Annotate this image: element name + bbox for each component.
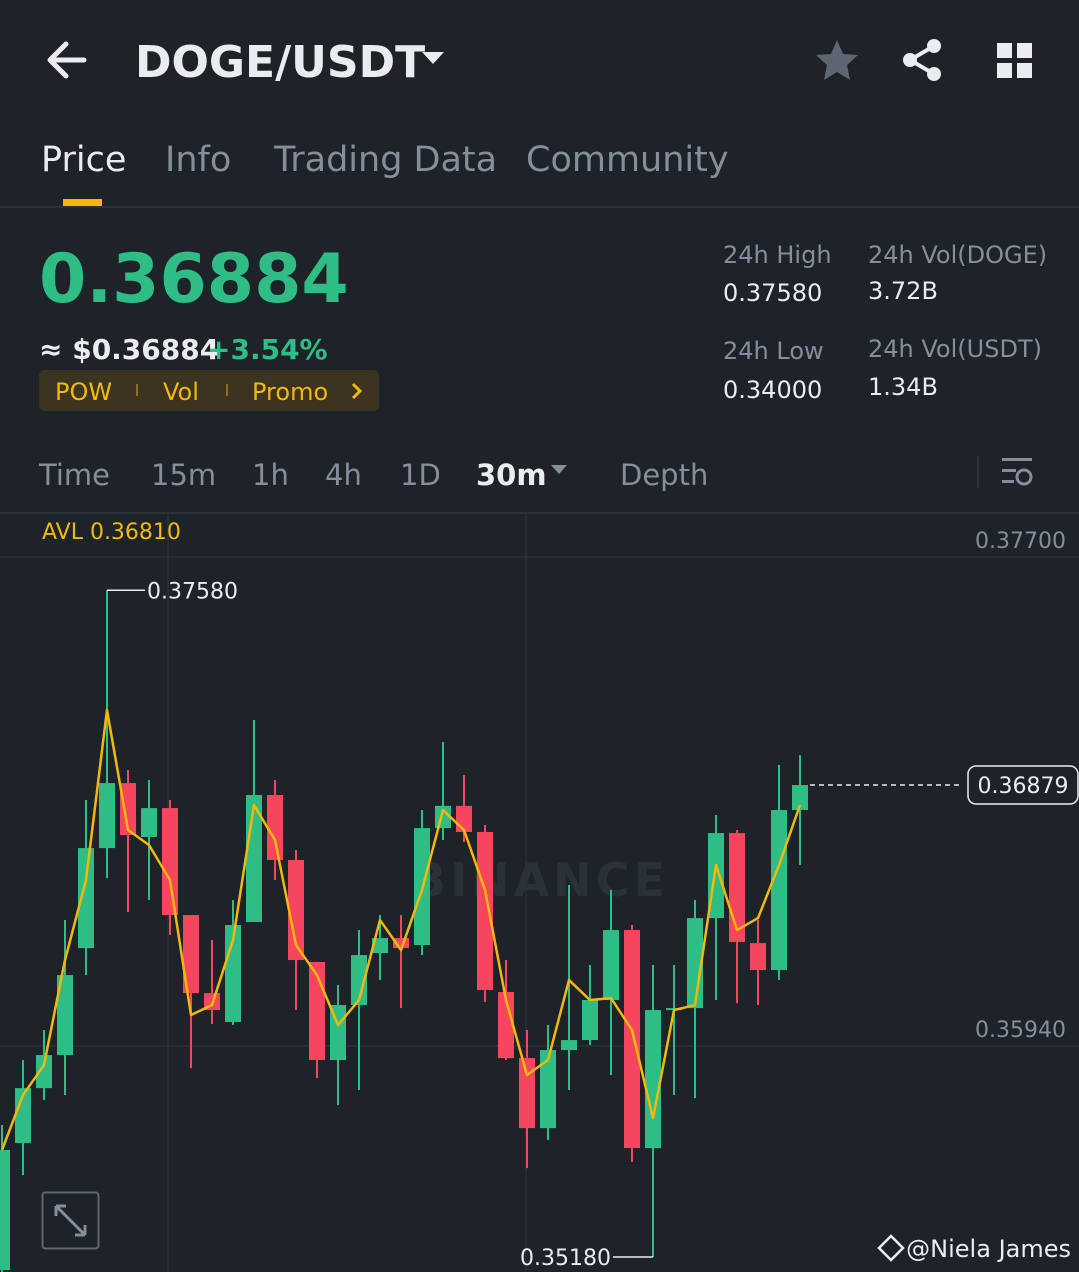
y-tick-label: 0.35940 [975, 1018, 1066, 1043]
usd-price: ≈ $0.36884 [39, 333, 219, 366]
tag-bar[interactable]: POW Vol Promo [39, 370, 379, 411]
share-button[interactable] [903, 39, 941, 81]
credit-logo [877, 1234, 905, 1262]
candles: 0.37580 0.35180 0.36879 [0, 579, 1079, 1272]
stat-label: 24h Vol(USDT) [868, 335, 1042, 363]
fullscreen-button[interactable] [41, 1191, 100, 1250]
last-price: 0.36884 [39, 240, 349, 319]
candle-body [519, 1058, 535, 1129]
candle-body [372, 938, 388, 954]
chart-settings[interactable] [1002, 458, 1033, 486]
candle-body [351, 955, 367, 1006]
interval[interactable]: 1D [400, 458, 441, 492]
settings-line [1002, 480, 1014, 483]
tag: Vol [163, 378, 199, 406]
pair-dropdown[interactable] [422, 52, 444, 64]
price-change: +3.54% [207, 333, 328, 366]
divider [0, 206, 1079, 208]
tab-active[interactable]: Price [41, 140, 126, 180]
candle-body [183, 915, 199, 994]
candle-body [162, 808, 178, 916]
tag-separator [226, 384, 228, 396]
candle-body [78, 848, 94, 949]
interval[interactable]: 15m [151, 458, 216, 492]
interval-active[interactable]: 30m [476, 458, 547, 492]
tab[interactable]: Community [526, 140, 729, 180]
candle-body [36, 1055, 52, 1089]
candle-body [771, 810, 787, 971]
share-lines [906, 44, 936, 76]
stat-label: 24h Vol(DOGE) [868, 241, 1047, 269]
tag-separator [136, 384, 138, 396]
candle-body [645, 1010, 661, 1149]
stat-label: 24h Low [723, 337, 824, 365]
candle-body [540, 1050, 556, 1129]
candle-body [624, 930, 640, 1149]
y-tick-label: 0.37700 [975, 529, 1066, 554]
stat-value: 0.34000 [723, 376, 822, 404]
settings-line [1002, 469, 1016, 472]
interval[interactable]: 1h [252, 458, 289, 492]
candle-body [792, 785, 808, 811]
stat-label: 24h High [723, 241, 832, 269]
grid-square [997, 43, 1012, 58]
candle-body [498, 991, 514, 1059]
candle-body [120, 783, 136, 836]
candle-body [750, 943, 766, 971]
last-price-box [967, 765, 1079, 805]
candle-body [267, 795, 283, 861]
candle-body [15, 1088, 31, 1144]
candle-body [0, 1150, 10, 1271]
tab-indicator [63, 199, 102, 206]
grid-menu[interactable] [997, 43, 1032, 78]
tag-background [39, 370, 379, 411]
candle-body [99, 783, 115, 849]
tab[interactable]: Trading Data [273, 140, 497, 180]
fullscreen-icon [54, 1204, 87, 1237]
divider [977, 456, 979, 488]
divider [0, 512, 1079, 514]
grid-layer: 0.37700 0.35940 [0, 529, 1079, 1047]
high-label: 0.37580 [147, 579, 238, 604]
grid-square [1017, 43, 1032, 58]
grid-square [997, 63, 1012, 78]
interval-dropdown[interactable] [551, 465, 567, 474]
stat-value: 1.34B [868, 373, 938, 401]
stat-value: 0.37580 [723, 279, 822, 307]
low-label: 0.35180 [520, 1246, 611, 1271]
candle-body [582, 1000, 598, 1041]
candle-body [57, 975, 73, 1056]
candle-body [603, 930, 619, 1001]
tag: POW [55, 378, 112, 406]
candle-body [477, 831, 493, 991]
candle-body [393, 938, 409, 949]
interval[interactable]: Time [38, 458, 110, 492]
interval[interactable]: 4h [325, 458, 362, 492]
candle-body [288, 860, 304, 961]
last-price-label: 0.36879 [978, 774, 1069, 799]
avl-label: AVL 0.36810 [42, 520, 181, 545]
watermark: BINANCE [411, 853, 669, 907]
tag: Promo [252, 378, 328, 406]
candle-body [456, 805, 472, 832]
interval[interactable]: Depth [620, 458, 708, 492]
favorite-star[interactable] [816, 40, 858, 80]
tag-chevron [351, 382, 363, 400]
stat-value: 3.72B [868, 277, 938, 305]
settings-line [1002, 458, 1032, 461]
settings-gear [1015, 468, 1033, 486]
pair-title[interactable]: DOGE/USDT [135, 37, 425, 88]
back-button[interactable] [47, 41, 87, 79]
candle-body [561, 1040, 577, 1051]
tab[interactable]: Info [165, 140, 231, 180]
avl-line [0, 708, 802, 1151]
candle-body [141, 808, 157, 837]
credit: @Niela James [906, 1235, 1071, 1263]
grid-square [1017, 63, 1032, 78]
back-arrow [47, 41, 87, 79]
